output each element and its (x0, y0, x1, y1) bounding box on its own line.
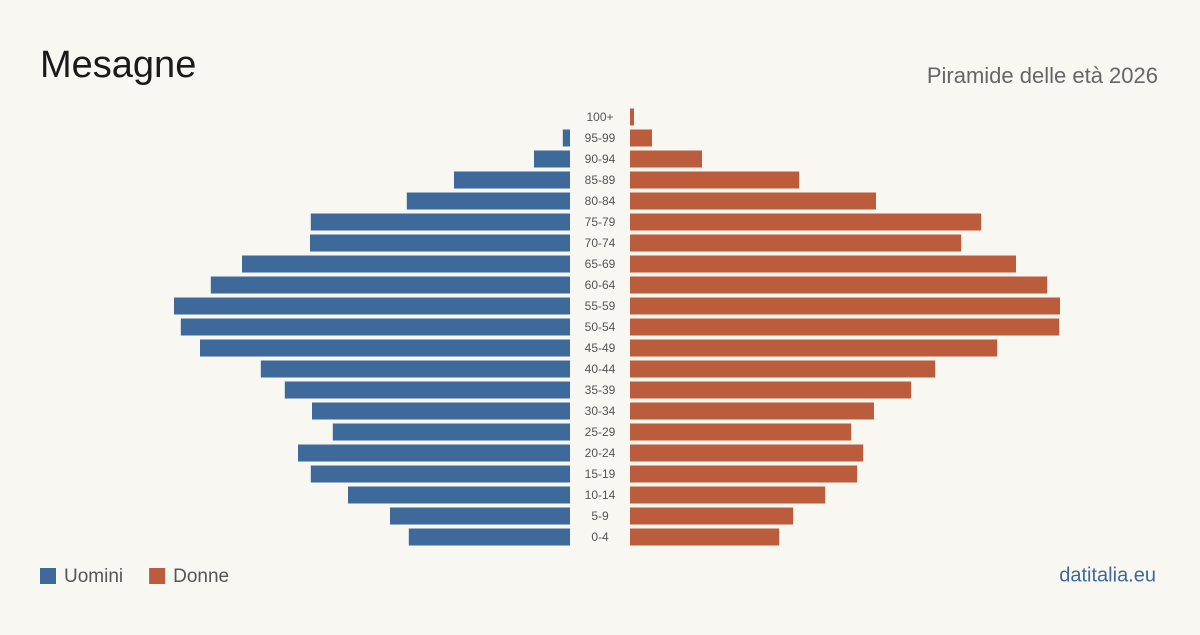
age-label: 75-79 (585, 215, 616, 229)
age-label: 60-64 (585, 278, 616, 292)
bar (630, 150, 702, 168)
bar (630, 276, 1048, 294)
age-label: 20-24 (585, 446, 616, 460)
bar (630, 129, 652, 147)
bar (630, 486, 826, 504)
age-label: 100+ (586, 110, 613, 124)
legend-swatch (40, 568, 56, 584)
age-label: 70-74 (585, 236, 616, 250)
age-label: 95-99 (585, 131, 616, 145)
bar (630, 108, 634, 126)
bar (630, 402, 874, 420)
age-label: 25-29 (585, 425, 616, 439)
age-label: 10-14 (585, 488, 616, 502)
age-label: 45-49 (585, 341, 616, 355)
bar (312, 402, 570, 420)
bar (242, 255, 570, 273)
bar (630, 213, 982, 231)
bar (310, 213, 570, 231)
age-label: 5-9 (591, 509, 609, 523)
age-label: 40-44 (585, 362, 616, 376)
bar (630, 360, 936, 378)
age-label: 50-54 (585, 320, 616, 334)
bar (630, 339, 998, 357)
bar (210, 276, 571, 294)
age-label: 80-84 (585, 194, 616, 208)
chart-title: Mesagne (40, 44, 196, 86)
bar (310, 465, 570, 483)
bar (406, 192, 570, 210)
bar (408, 528, 570, 546)
bar (200, 339, 570, 357)
bar (180, 318, 571, 336)
bar (260, 360, 570, 378)
bar (348, 486, 570, 504)
age-label: 0-4 (591, 530, 609, 544)
bar (630, 192, 876, 210)
bar (298, 444, 570, 462)
age-label: 55-59 (585, 299, 616, 313)
bar (310, 234, 570, 252)
bar (284, 381, 570, 399)
legend-label: Donne (173, 566, 229, 587)
bar (630, 507, 794, 525)
age-label: 90-94 (585, 152, 616, 166)
bar (630, 234, 962, 252)
bar (630, 255, 1016, 273)
legend-swatch (149, 568, 166, 584)
bar (174, 297, 570, 315)
age-label: 85-89 (585, 173, 616, 187)
bar (630, 171, 800, 189)
bar (630, 528, 780, 546)
age-label: 15-19 (585, 467, 616, 481)
source-link[interactable]: datitalia.eu (1059, 564, 1156, 586)
age-label: 30-34 (585, 404, 616, 418)
age-label: 65-69 (585, 257, 616, 271)
bar (630, 318, 1060, 336)
bar (630, 423, 852, 441)
bar (630, 465, 858, 483)
bar (534, 150, 570, 168)
bar (390, 507, 570, 525)
bar (630, 297, 1060, 315)
bar (630, 381, 912, 399)
age-label: 35-39 (585, 383, 616, 397)
bar (562, 129, 570, 147)
bar (332, 423, 570, 441)
bar (630, 444, 864, 462)
legend-label: Uomini (64, 566, 123, 587)
chart-subtitle: Piramide delle età 2026 (927, 63, 1158, 88)
bar (454, 171, 570, 189)
